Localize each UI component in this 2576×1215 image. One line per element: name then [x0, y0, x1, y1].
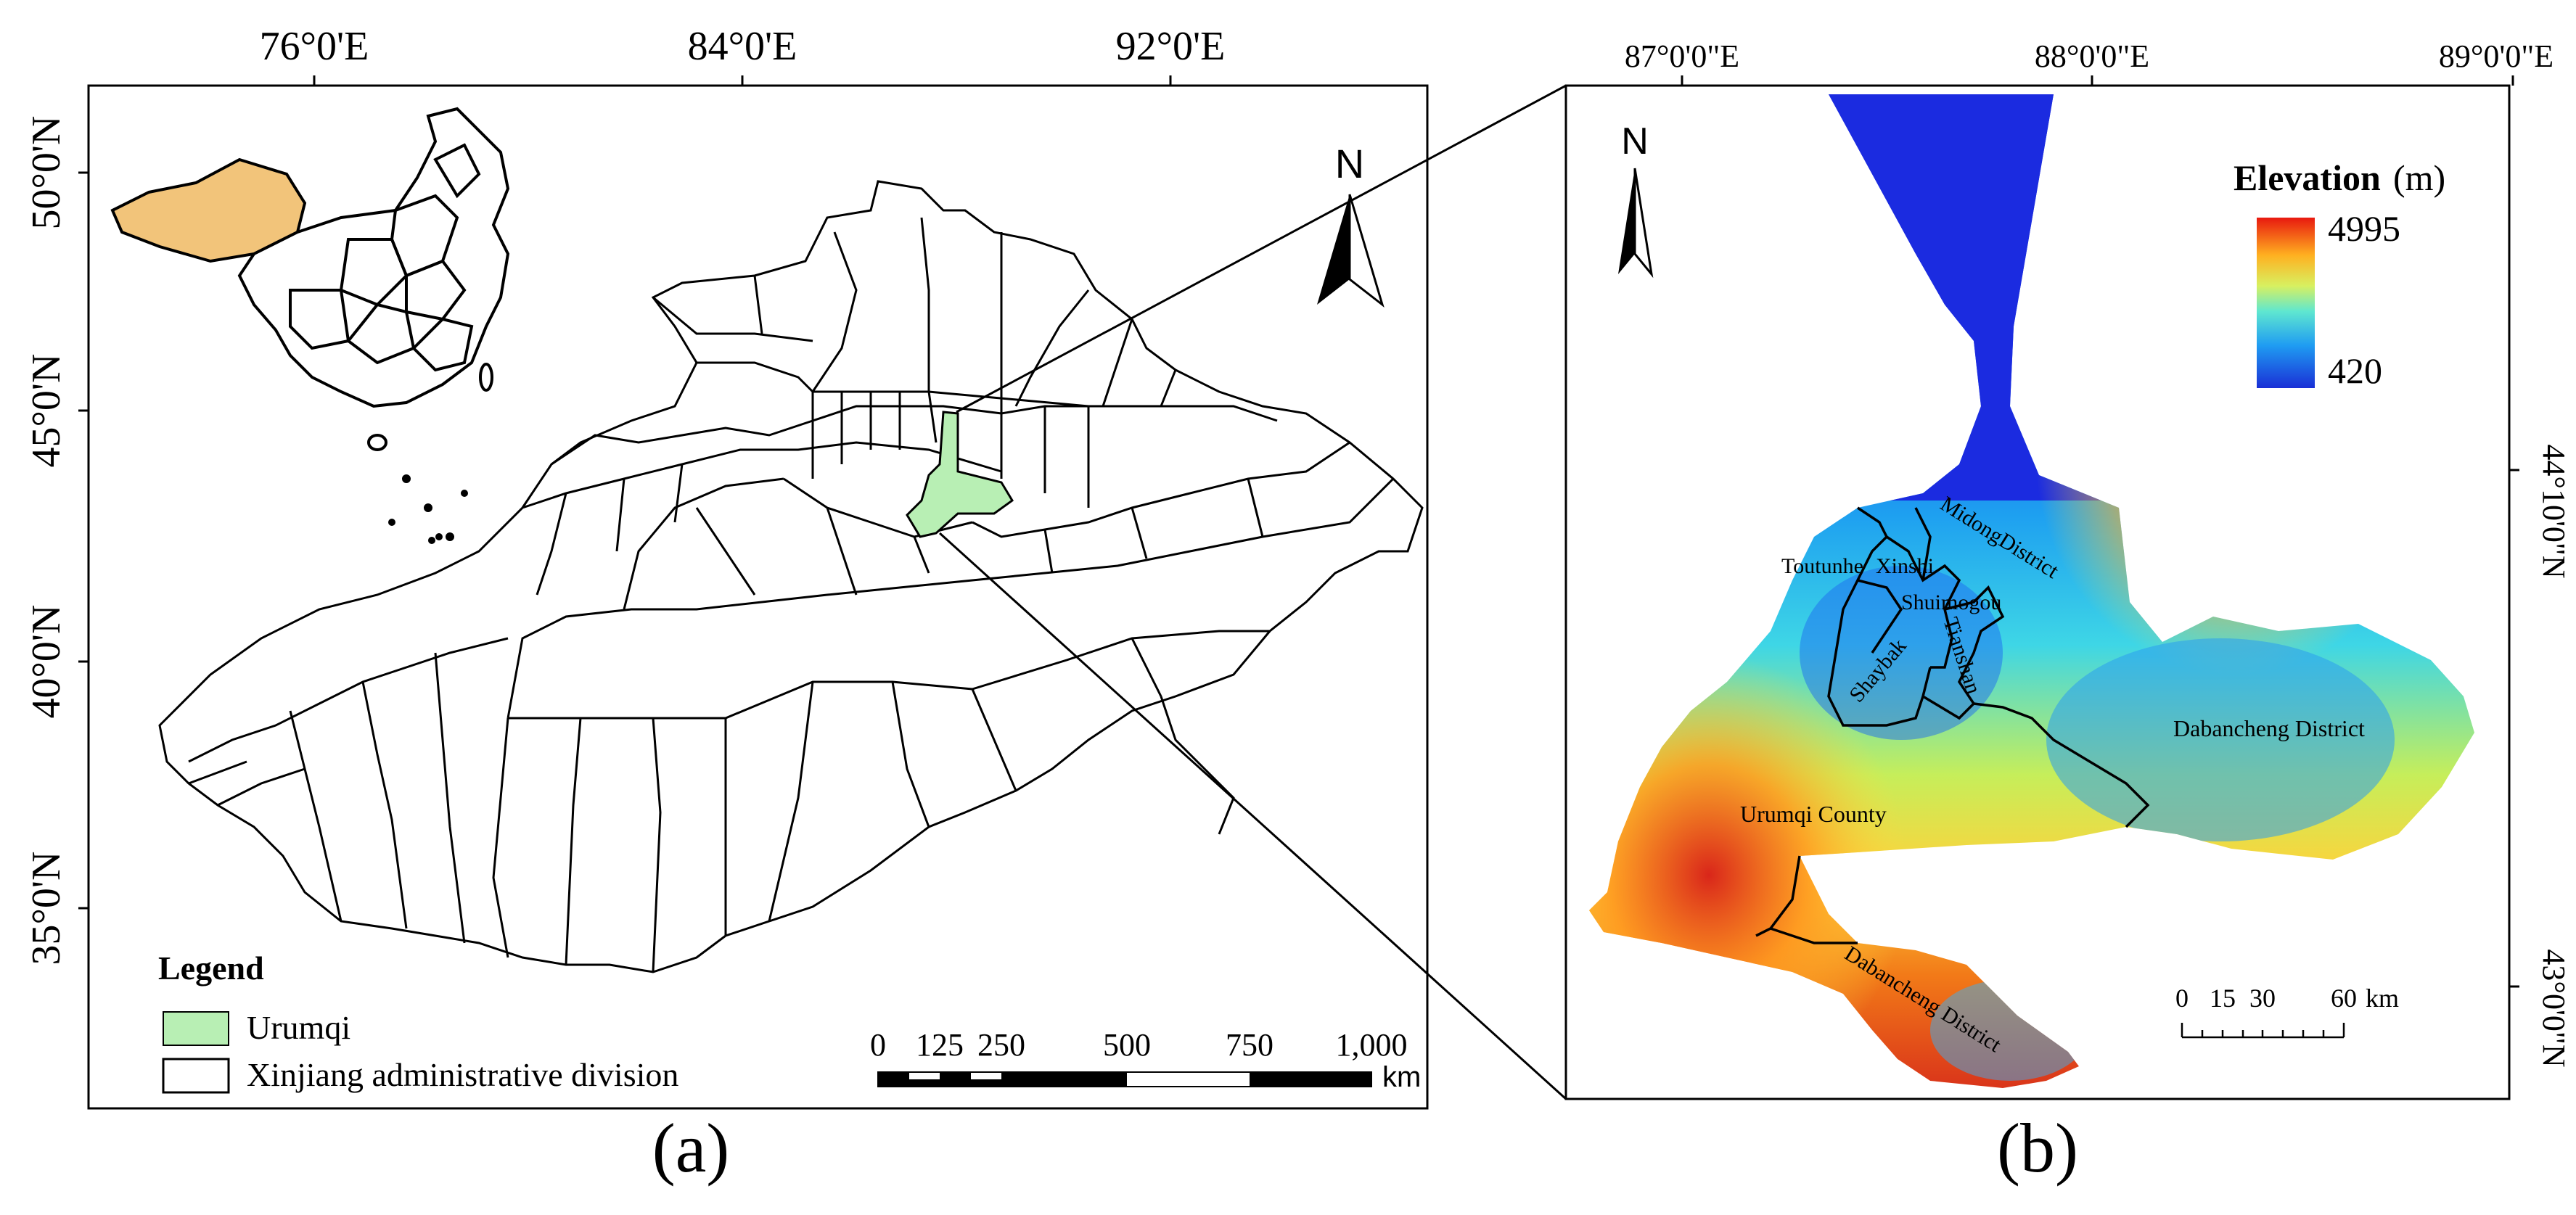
elevation-legend-title: Elevation: [2234, 157, 2381, 198]
panel-a-top-tick-label: 76°0'E: [260, 24, 369, 69]
scalebar-tick-label: 500: [1103, 1027, 1151, 1063]
scalebar-tick-label: 30: [2249, 984, 2276, 1013]
scalebar-unit: km: [1382, 1061, 1421, 1093]
district-label: Dabancheng District: [2173, 715, 2365, 741]
legend-swatch-division: [162, 1058, 230, 1094]
legend-label: Urumqi: [247, 1009, 350, 1046]
panel-b-tick-marks: [1681, 75, 2519, 988]
zoom-connector-lines: [938, 84, 1567, 1100]
panel-a-top-tick-marks: [78, 75, 1172, 910]
scalebar-tick-label: 1,000: [1336, 1027, 1408, 1063]
panel-b-top-tick-label: 88°0'0"E: [2035, 38, 2149, 74]
scalebar-tick-label: 250: [977, 1027, 1025, 1063]
panel-b-top-tick-label: 89°0'0"E: [2439, 38, 2554, 74]
scalebar-tick-label: 60: [2331, 984, 2357, 1013]
china-mainland: [237, 107, 510, 408]
elevation-color-ramp: [2257, 218, 2315, 388]
panel-a-left-tick-label: 35°0'N: [24, 852, 69, 965]
panel-b-north-arrow: N: [1618, 120, 1654, 279]
legend-swatch-urumqi: [163, 1011, 229, 1046]
panel-b-caption: (b): [1997, 1109, 2078, 1187]
panel-b-north-label: N: [1621, 120, 1649, 162]
district-label: Shuimogou: [1901, 590, 2001, 614]
district-label: Urumqi County: [1740, 801, 1887, 827]
elevation-legend-max: 4995: [2328, 208, 2400, 249]
elevation-legend-unit: (m): [2393, 157, 2445, 198]
elevation-legend-min: 420: [2328, 350, 2382, 391]
panel-b-scalebar: 0 15 30 60 km: [2175, 984, 2399, 1039]
legend-title: Legend: [158, 950, 264, 987]
panel-a-caption: (a): [652, 1109, 730, 1187]
scalebar-tick-label: 0: [870, 1027, 886, 1063]
panel-a-top-tick-label: 92°0'E: [1116, 24, 1226, 69]
scalebar-unit: km: [2366, 984, 2399, 1013]
panel-b: 87°0'0"E 88°0'0"E 89°0'0"E 44°10'0"N 43°…: [1564, 38, 2572, 1187]
elevation-legend: Elevation (m) 4995 420: [2234, 157, 2445, 391]
panel-a-left-tick-label: 50°0'N: [24, 116, 69, 230]
china-inset-map: [110, 107, 510, 544]
district-label: Xinshi: [1876, 554, 1934, 578]
urumqi-highlight: [906, 411, 1014, 538]
district-label: Toutunhe: [1781, 554, 1863, 578]
scalebar-tick-label: 15: [2210, 984, 2236, 1013]
panel-a-north-label: N: [1335, 141, 1364, 186]
panel-b-top-tick-label: 87°0'0"E: [1625, 38, 1739, 74]
xinjiang-outline: [158, 180, 1424, 973]
panel-a-left-tick-label: 45°0'N: [24, 354, 69, 468]
panel-b-right-tick-label: 43°0'0"N: [2536, 949, 2572, 1067]
panel-a-north-arrow: N: [1317, 141, 1385, 308]
xinjiang-map: [158, 180, 1424, 973]
panel-b-right-tick-label: 44°10'0"N: [2536, 444, 2572, 578]
scalebar-tick-label: 750: [1226, 1027, 1273, 1063]
scalebar-tick-label: 125: [916, 1027, 964, 1063]
panel-a-left-tick-label: 40°0'N: [24, 605, 69, 719]
scalebar-tick-label: 0: [2175, 984, 2189, 1013]
panel-a: 76°0'E 84°0'E 92°0'E 50°0'N 45°0'N 40°0'…: [24, 24, 1429, 1187]
legend-label: Xinjiang administrative division: [247, 1056, 678, 1093]
panel-a-legend: Legend Urumqi Xinjiang administrative di…: [158, 950, 678, 1094]
panel-a-top-tick-label: 84°0'E: [688, 24, 797, 69]
panel-a-scalebar: 0 125 250 500 750 1,000 km: [870, 1027, 1421, 1093]
